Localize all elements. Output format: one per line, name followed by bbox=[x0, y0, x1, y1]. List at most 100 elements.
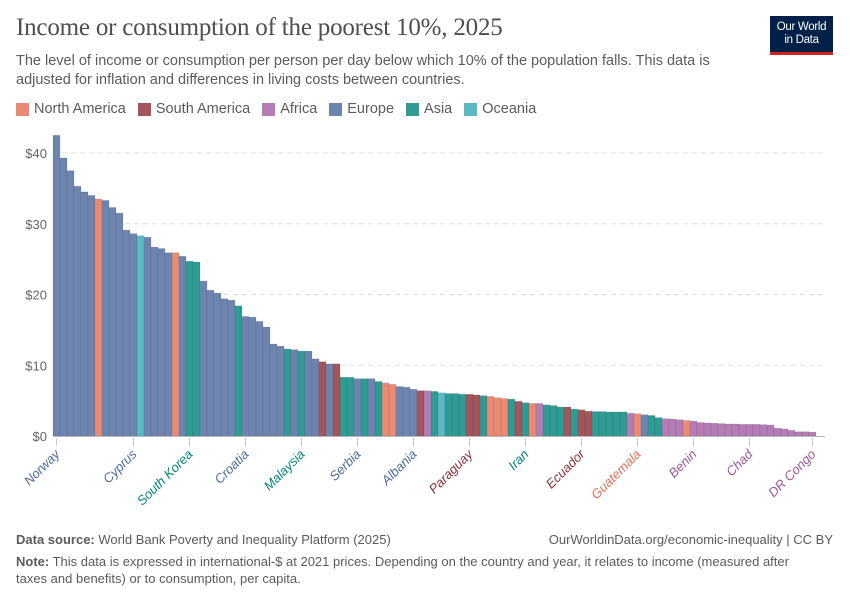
bar[interactable] bbox=[297, 350, 306, 437]
bar[interactable] bbox=[115, 212, 124, 437]
owid-logo[interactable]: Our World in Data bbox=[770, 16, 833, 55]
bar[interactable] bbox=[164, 252, 173, 437]
source-text[interactable]: World Bank Poverty and Inequality Platfo… bbox=[98, 532, 391, 547]
bar[interactable] bbox=[577, 409, 586, 437]
bar[interactable] bbox=[794, 431, 803, 437]
bar[interactable] bbox=[710, 422, 719, 437]
bar[interactable] bbox=[52, 135, 61, 437]
legend-item-asia[interactable]: Asia bbox=[406, 101, 452, 117]
bar[interactable] bbox=[283, 348, 292, 437]
bar[interactable] bbox=[402, 386, 411, 437]
bar[interactable] bbox=[647, 415, 656, 437]
bar[interactable] bbox=[94, 198, 103, 437]
bar[interactable] bbox=[605, 411, 614, 437]
bar[interactable] bbox=[332, 363, 341, 437]
bar[interactable] bbox=[507, 398, 516, 437]
bar[interactable] bbox=[724, 423, 733, 437]
bar[interactable] bbox=[353, 378, 362, 437]
bar[interactable] bbox=[598, 411, 607, 437]
bar[interactable] bbox=[654, 417, 663, 437]
bar[interactable] bbox=[549, 405, 558, 437]
bar[interactable] bbox=[759, 424, 768, 437]
bar[interactable] bbox=[311, 358, 320, 437]
bar[interactable] bbox=[661, 418, 670, 437]
bar[interactable] bbox=[682, 420, 691, 437]
bar[interactable] bbox=[514, 401, 523, 437]
bar[interactable] bbox=[717, 423, 726, 437]
bar[interactable] bbox=[339, 376, 348, 437]
bar[interactable] bbox=[465, 393, 474, 437]
bar[interactable] bbox=[612, 411, 621, 437]
bar[interactable] bbox=[423, 390, 432, 437]
bar[interactable] bbox=[696, 422, 705, 437]
bar[interactable] bbox=[367, 378, 376, 437]
bar[interactable] bbox=[241, 316, 250, 437]
bar[interactable] bbox=[738, 424, 747, 437]
bar[interactable] bbox=[381, 382, 390, 437]
bar[interactable] bbox=[262, 326, 271, 437]
bar[interactable] bbox=[192, 261, 201, 437]
bar[interactable] bbox=[801, 431, 810, 437]
bar[interactable] bbox=[808, 431, 817, 437]
bar[interactable] bbox=[780, 428, 789, 437]
bar[interactable] bbox=[766, 424, 775, 437]
bar[interactable] bbox=[374, 381, 383, 437]
bar[interactable] bbox=[227, 299, 236, 437]
legend-item-south-america[interactable]: South America bbox=[137, 101, 250, 117]
bar[interactable] bbox=[325, 363, 334, 437]
bar[interactable] bbox=[395, 386, 404, 437]
bar[interactable] bbox=[255, 321, 264, 437]
legend-item-oceania[interactable]: Oceania bbox=[464, 101, 536, 117]
bar[interactable] bbox=[500, 398, 509, 437]
bar[interactable] bbox=[220, 298, 229, 437]
legend-item-africa[interactable]: Africa bbox=[262, 101, 317, 117]
source-url[interactable]: OurWorldinData.org/economic-inequality |… bbox=[548, 532, 833, 547]
bar[interactable] bbox=[472, 394, 481, 437]
bar[interactable] bbox=[528, 403, 537, 437]
bar[interactable] bbox=[437, 392, 446, 437]
bar[interactable] bbox=[185, 260, 194, 437]
bar[interactable] bbox=[752, 424, 761, 437]
bar[interactable] bbox=[129, 233, 138, 437]
bar[interactable] bbox=[59, 157, 68, 437]
bar[interactable] bbox=[178, 255, 187, 437]
bar[interactable] bbox=[689, 420, 698, 437]
bar[interactable] bbox=[451, 393, 460, 437]
bar[interactable] bbox=[150, 246, 159, 437]
bar[interactable] bbox=[304, 350, 313, 437]
bar[interactable] bbox=[276, 345, 285, 437]
bar[interactable] bbox=[80, 191, 89, 437]
bar[interactable] bbox=[787, 430, 796, 437]
bar[interactable] bbox=[199, 280, 208, 437]
bar[interactable] bbox=[66, 170, 75, 437]
bar[interactable] bbox=[234, 305, 243, 437]
bar[interactable] bbox=[73, 185, 82, 437]
bar[interactable] bbox=[409, 389, 418, 437]
bar[interactable] bbox=[87, 195, 96, 437]
bar[interactable] bbox=[563, 406, 572, 437]
bar[interactable] bbox=[535, 403, 544, 437]
bar[interactable] bbox=[542, 404, 551, 437]
bar[interactable] bbox=[619, 411, 628, 437]
bar[interactable] bbox=[668, 418, 677, 437]
bar[interactable] bbox=[773, 427, 782, 437]
bar[interactable] bbox=[640, 414, 649, 437]
bar[interactable] bbox=[269, 343, 278, 437]
bar[interactable] bbox=[248, 316, 257, 437]
bar[interactable] bbox=[521, 402, 530, 437]
bar[interactable] bbox=[157, 248, 166, 437]
bar[interactable] bbox=[346, 376, 355, 437]
bar[interactable] bbox=[703, 422, 712, 437]
bar[interactable] bbox=[290, 349, 299, 437]
bar[interactable] bbox=[458, 393, 467, 437]
bar[interactable] bbox=[675, 419, 684, 437]
bar[interactable] bbox=[479, 395, 488, 437]
bar[interactable] bbox=[388, 384, 397, 437]
bar[interactable] bbox=[731, 423, 740, 437]
bar[interactable] bbox=[430, 391, 439, 437]
bar[interactable] bbox=[570, 408, 579, 437]
bar[interactable] bbox=[486, 396, 495, 437]
bar[interactable] bbox=[136, 235, 145, 437]
legend-item-north-america[interactable]: North America bbox=[16, 101, 126, 117]
legend-item-europe[interactable]: Europe bbox=[329, 101, 394, 117]
